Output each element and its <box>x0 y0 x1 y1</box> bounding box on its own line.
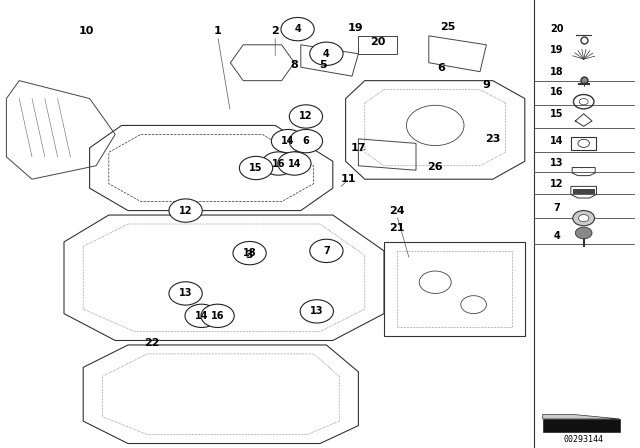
Circle shape <box>201 304 234 327</box>
Text: 26: 26 <box>428 162 443 172</box>
Text: 13: 13 <box>310 306 324 316</box>
Circle shape <box>262 152 295 175</box>
Text: 1: 1 <box>214 26 221 36</box>
Text: 5: 5 <box>319 60 327 70</box>
Text: 25: 25 <box>440 22 456 32</box>
Text: 15: 15 <box>550 109 564 119</box>
Text: 14: 14 <box>550 136 564 146</box>
Text: 10: 10 <box>79 26 94 36</box>
Text: 2: 2 <box>271 26 279 36</box>
Text: 12: 12 <box>550 179 564 189</box>
Text: 22: 22 <box>144 338 159 348</box>
Text: 24: 24 <box>389 206 404 215</box>
Text: 4: 4 <box>323 49 330 59</box>
Text: 14: 14 <box>195 311 209 321</box>
Circle shape <box>289 129 323 153</box>
Text: 6: 6 <box>303 136 309 146</box>
Circle shape <box>575 227 592 239</box>
Text: 12: 12 <box>179 206 193 215</box>
Circle shape <box>310 42 343 65</box>
Circle shape <box>310 239 343 263</box>
Text: 14: 14 <box>287 159 301 168</box>
Text: 12: 12 <box>299 112 313 121</box>
Text: 00293144: 00293144 <box>564 435 604 444</box>
Text: 8: 8 <box>291 60 298 69</box>
Circle shape <box>169 199 202 222</box>
Text: 18: 18 <box>243 248 257 258</box>
Text: 13: 13 <box>179 289 193 298</box>
Text: 9: 9 <box>483 80 490 90</box>
Bar <box>543 419 620 432</box>
Circle shape <box>573 211 595 226</box>
Circle shape <box>281 17 314 41</box>
Circle shape <box>300 300 333 323</box>
Text: 7: 7 <box>554 203 560 213</box>
Circle shape <box>579 215 589 222</box>
Text: 20: 20 <box>370 37 385 47</box>
Text: 16: 16 <box>211 311 225 321</box>
Text: 7: 7 <box>323 246 330 256</box>
Text: 6: 6 <box>438 63 445 73</box>
Circle shape <box>278 152 311 175</box>
Text: 21: 21 <box>389 224 404 233</box>
Circle shape <box>271 129 305 153</box>
Circle shape <box>239 156 273 180</box>
Text: 16: 16 <box>271 159 285 168</box>
Text: 19: 19 <box>348 23 363 33</box>
Text: 3: 3 <box>246 250 253 260</box>
Circle shape <box>233 241 266 265</box>
Circle shape <box>169 282 202 305</box>
Text: 19: 19 <box>550 45 564 55</box>
Text: 11: 11 <box>341 174 356 184</box>
Text: 20: 20 <box>550 24 564 34</box>
Text: 16: 16 <box>550 87 564 97</box>
Text: 23: 23 <box>485 134 500 144</box>
Circle shape <box>289 105 323 128</box>
Text: 18: 18 <box>550 67 564 77</box>
Circle shape <box>185 304 218 327</box>
Text: 17: 17 <box>351 143 366 153</box>
Text: 14: 14 <box>281 136 295 146</box>
Polygon shape <box>543 414 620 419</box>
Text: 4: 4 <box>554 231 560 241</box>
Text: 15: 15 <box>249 163 263 173</box>
Text: 4: 4 <box>294 24 301 34</box>
Text: 13: 13 <box>550 158 564 168</box>
Polygon shape <box>573 189 595 194</box>
